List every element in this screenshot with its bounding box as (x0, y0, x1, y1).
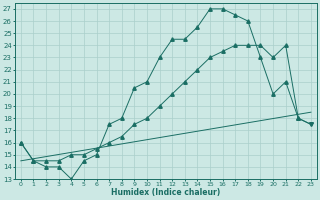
X-axis label: Humidex (Indice chaleur): Humidex (Indice chaleur) (111, 188, 220, 197)
